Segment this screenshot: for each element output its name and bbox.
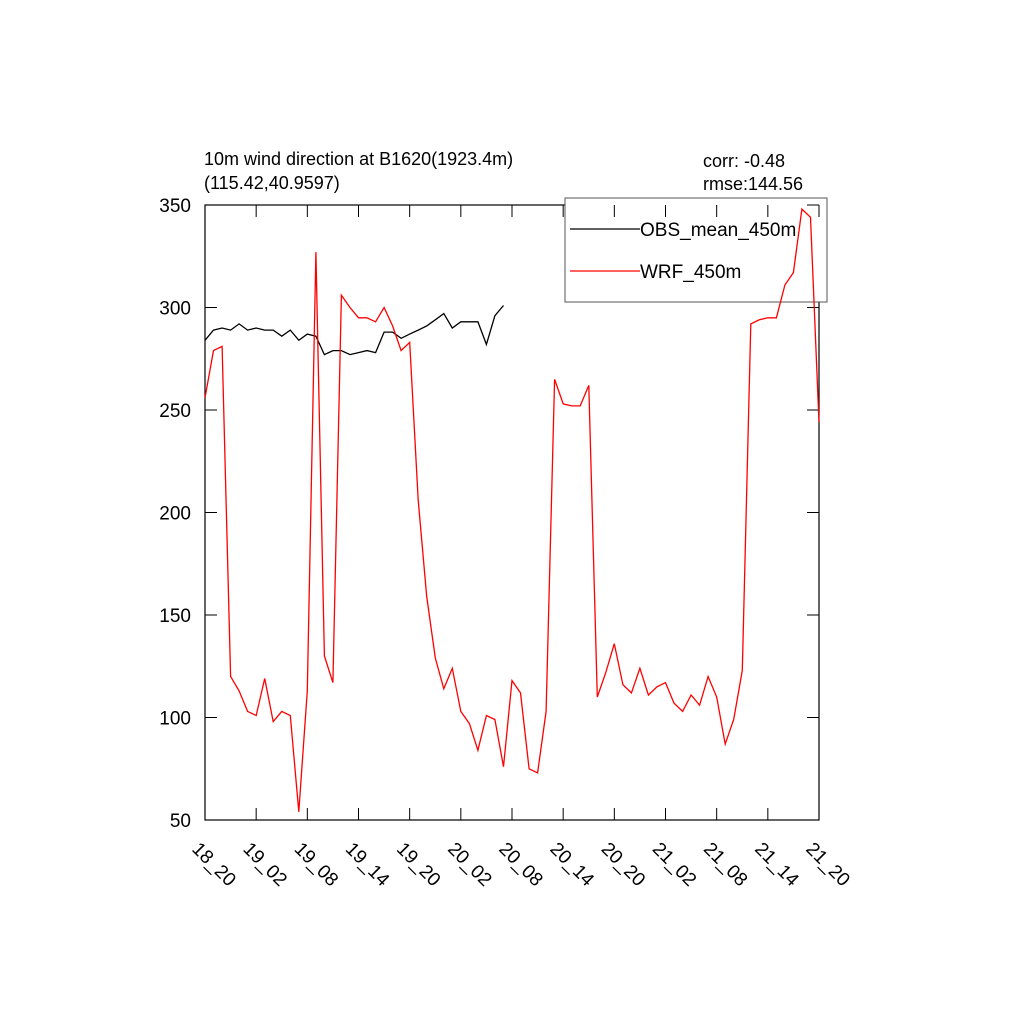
x-tick-label: 20_02	[443, 839, 495, 891]
annotation: rmse:144.56	[703, 174, 803, 194]
series-line	[204, 305, 504, 356]
legend-label: OBS_mean_450m	[640, 220, 796, 241]
y-tick-label: 300	[159, 299, 191, 320]
x-tick-label: 20_14	[546, 839, 599, 892]
chart-subtitle: (115.42,40.9597)	[204, 173, 340, 193]
x-tick-label: 18_20	[187, 839, 239, 891]
x-tick-label: 21_14	[750, 839, 803, 892]
x-tick-label: 21_20	[801, 839, 853, 891]
series-line	[204, 207, 820, 812]
legend-box	[564, 197, 828, 303]
annotation: corr: -0.48	[703, 151, 785, 171]
x-tick-label: 21_08	[699, 839, 751, 891]
y-tick-label: 100	[159, 709, 191, 730]
y-tick-label: 150	[159, 606, 191, 627]
y-tick-label: 250	[159, 401, 191, 422]
y-tick-label: 200	[159, 504, 191, 525]
x-tick-label: 20_20	[597, 839, 649, 891]
x-tick-label: 20_08	[494, 839, 546, 891]
y-tick-label: 50	[170, 811, 191, 832]
x-tick-label: 19_14	[341, 839, 394, 892]
y-tick-label: 350	[159, 196, 191, 217]
x-tick-label: 19_02	[239, 839, 291, 891]
chart-title: 10m wind direction at B1620(1923.4m)	[204, 149, 513, 169]
x-tick-label: 19_20	[392, 839, 444, 891]
legend-label: WRF_450m	[640, 262, 741, 283]
x-tick-label: 21_02	[648, 839, 700, 891]
x-tick-label: 19_08	[290, 839, 342, 891]
